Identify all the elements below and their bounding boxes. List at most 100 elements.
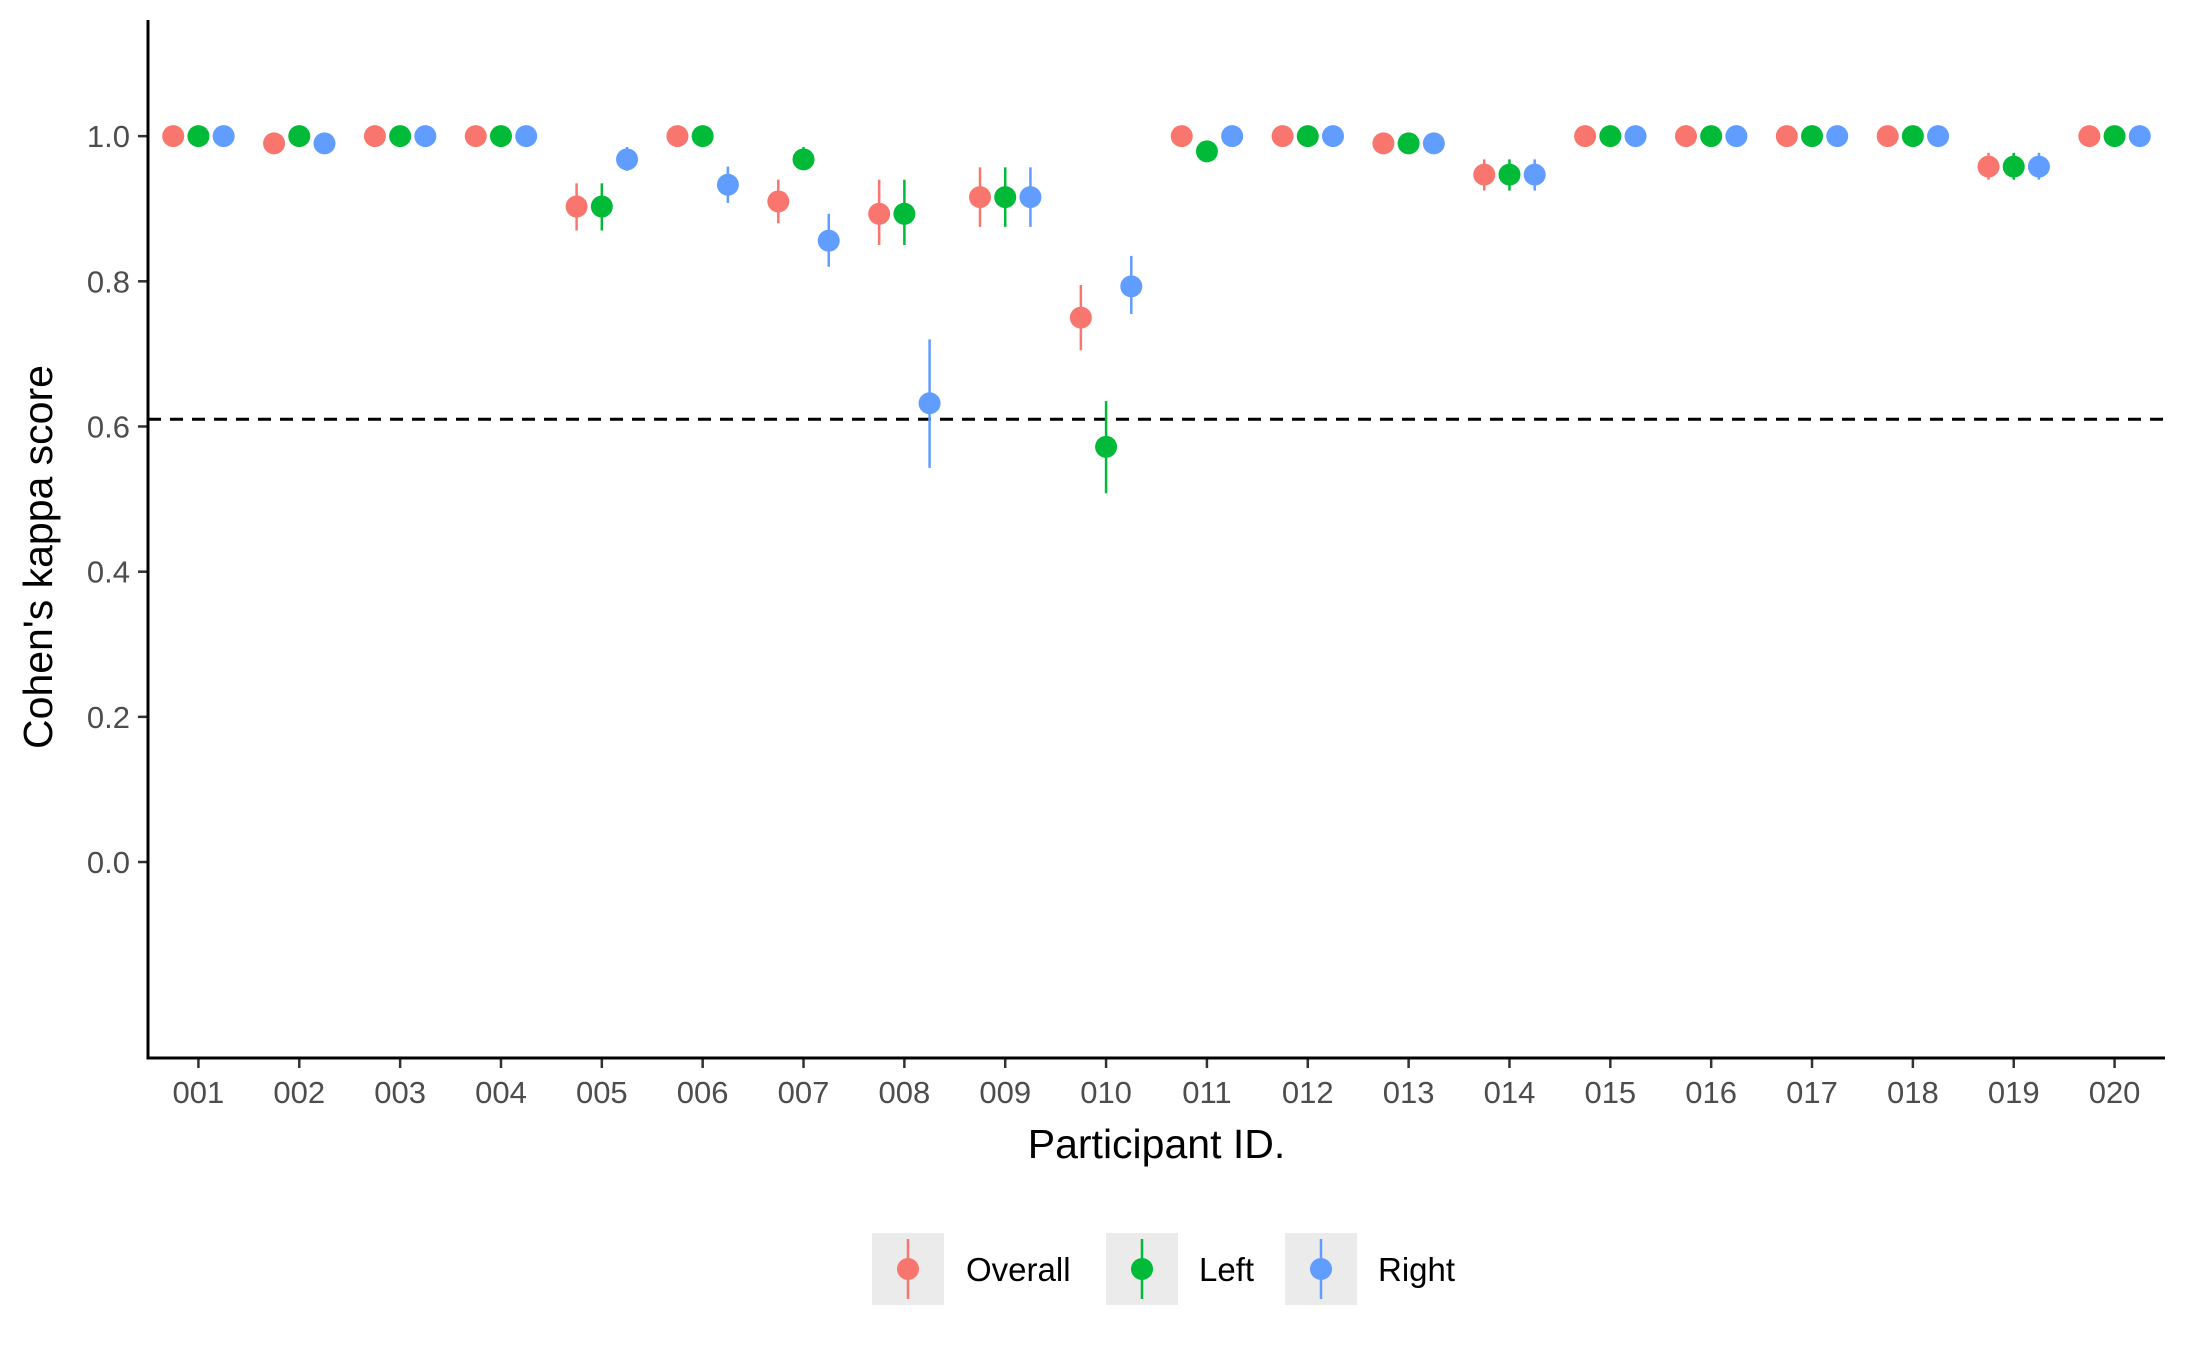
x-tick-label: 020 [2089,1075,2141,1110]
point-left [792,148,815,171]
point-overall [1574,125,1597,148]
y-tick-label: 0.8 [87,264,130,299]
x-tick-label: 015 [1584,1075,1636,1110]
point-overall [565,195,588,218]
point-overall [1876,125,1899,148]
point-overall [666,125,689,148]
x-tick-label: 019 [1988,1075,2040,1110]
point-overall [1271,125,1294,148]
point-left [1700,125,1723,148]
legend-key-point-overall [897,1258,919,1280]
y-tick-label: 1.0 [87,119,130,154]
point-overall [1170,125,1193,148]
point-right [716,173,739,196]
point-left [1296,125,1319,148]
point-left [187,125,210,148]
x-tick-label: 001 [173,1075,225,1110]
point-right [515,125,538,148]
point-left [389,125,412,148]
x-tick-label: 007 [778,1075,830,1110]
point-overall [162,125,185,148]
point-left [1498,163,1521,186]
point-overall [1977,155,2000,178]
point-right [414,125,437,148]
point-left [590,195,613,218]
point-left [2002,155,2025,178]
point-left [2103,125,2126,148]
point-left [994,186,1017,209]
point-overall [2078,125,2101,148]
x-tick-label: 014 [1484,1075,1536,1110]
point-left [1901,125,1924,148]
y-axis-title: Cohen's kappa score [15,365,61,749]
y-tick-label: 0.2 [87,700,130,735]
point-overall [1775,125,1798,148]
legend-label-right: Right [1378,1251,1455,1288]
point-right [817,229,840,252]
point-right [918,392,941,415]
point-right [2027,155,2050,178]
point-right [616,148,639,171]
point-left [288,125,311,148]
y-tick-label: 0.0 [87,845,130,880]
point-right [313,132,336,155]
point-left [1599,125,1622,148]
x-tick-label: 010 [1080,1075,1132,1110]
point-overall [1674,125,1697,148]
x-tick-label: 012 [1282,1075,1334,1110]
x-tick-label: 004 [475,1075,527,1110]
y-tick-label: 0.6 [87,409,130,444]
point-right [1221,125,1244,148]
point-overall [868,202,891,225]
y-axis-ticks: 0.0 0.2 0.4 0.6 0.8 1.0 [87,119,148,880]
x-tick-label: 011 [1182,1075,1231,1110]
point-right [1523,163,1546,186]
point-right [1725,125,1748,148]
point-overall [1473,163,1496,186]
x-axis-title: Participant ID. [1028,1121,1286,1167]
point-overall [363,125,386,148]
x-tick-label: 017 [1786,1075,1838,1110]
point-left [893,202,916,225]
x-tick-label: 003 [374,1075,426,1110]
point-right [1624,125,1647,148]
legend-label-left: Left [1199,1251,1254,1288]
point-right [1019,186,1042,209]
x-tick-label: 009 [979,1075,1031,1110]
point-overall [969,186,992,209]
x-axis-ticks: 001 002 003 004 005 006 007 008 009 010 011 012 013 0… [173,1058,2141,1110]
point-right [1826,125,1849,148]
x-tick-label: 018 [1887,1075,1939,1110]
x-tick-label: 005 [576,1075,628,1110]
x-tick-label: 006 [677,1075,729,1110]
point-left [1801,125,1824,148]
x-tick-label: 008 [879,1075,931,1110]
y-tick-label: 0.4 [87,555,130,590]
point-right [2128,125,2151,148]
point-left [489,125,512,148]
point-right [1927,125,1950,148]
point-overall [263,132,286,155]
point-overall [464,125,487,148]
x-tick-label: 016 [1685,1075,1737,1110]
legend-label-overall: Overall [966,1251,1071,1288]
legend-key-point-right [1310,1258,1332,1280]
x-tick-label: 002 [273,1075,325,1110]
point-left [691,125,714,148]
point-overall [767,190,790,213]
point-right [1120,275,1143,298]
legend: Overall Left Right [872,1233,1455,1305]
point-right [1321,125,1344,148]
point-right [212,125,235,148]
data-marks [162,125,2151,494]
point-left [1195,140,1218,163]
point-left [1397,132,1420,155]
point-left [1095,435,1118,458]
legend-key-point-left [1131,1258,1153,1280]
point-overall [1372,132,1395,155]
point-overall [1069,306,1092,329]
point-right [1422,132,1445,155]
x-tick-label: 013 [1383,1075,1435,1110]
